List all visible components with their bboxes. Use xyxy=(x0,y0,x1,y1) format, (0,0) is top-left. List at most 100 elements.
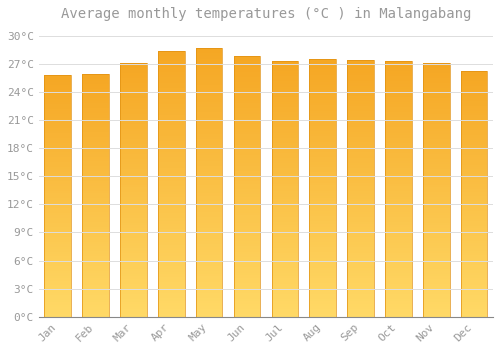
Bar xyxy=(158,205,184,208)
Bar xyxy=(196,77,222,80)
Bar xyxy=(385,158,411,161)
Bar xyxy=(461,162,487,164)
Bar xyxy=(272,104,298,107)
Bar xyxy=(82,98,109,101)
Bar xyxy=(461,229,487,231)
Bar xyxy=(82,130,109,132)
Bar xyxy=(461,179,487,182)
Bar xyxy=(196,126,222,128)
Bar xyxy=(120,154,146,157)
Bar xyxy=(461,256,487,258)
Bar xyxy=(461,145,487,147)
Bar xyxy=(158,56,184,59)
Bar xyxy=(348,104,374,106)
Bar xyxy=(44,179,71,181)
Bar xyxy=(82,174,109,176)
Bar xyxy=(348,288,374,291)
Bar xyxy=(348,178,374,181)
Bar xyxy=(310,294,336,296)
Bar xyxy=(423,220,450,223)
Bar xyxy=(348,245,374,247)
Bar xyxy=(272,312,298,314)
Bar xyxy=(234,174,260,176)
Bar xyxy=(82,256,109,259)
Bar xyxy=(234,239,260,241)
Bar xyxy=(272,171,298,174)
Bar xyxy=(44,234,71,237)
Bar xyxy=(234,189,260,192)
Bar xyxy=(120,147,146,149)
Bar xyxy=(385,219,411,222)
Bar xyxy=(348,124,374,127)
Bar xyxy=(272,86,298,89)
Bar xyxy=(158,229,184,232)
Bar xyxy=(196,182,222,185)
Bar xyxy=(158,72,184,75)
Bar xyxy=(120,182,146,185)
Bar xyxy=(158,314,184,317)
Bar xyxy=(272,240,298,243)
Bar xyxy=(158,295,184,298)
Bar xyxy=(234,171,260,174)
Bar xyxy=(196,177,222,180)
Bar xyxy=(196,180,222,182)
Bar xyxy=(44,232,71,234)
Bar xyxy=(82,96,109,98)
Bar xyxy=(158,176,184,178)
Bar xyxy=(196,290,222,293)
Bar xyxy=(310,242,336,245)
Bar xyxy=(272,219,298,222)
Bar xyxy=(272,133,298,135)
Bar xyxy=(272,289,298,291)
Bar xyxy=(44,172,71,174)
Bar xyxy=(423,182,450,185)
Bar xyxy=(196,209,222,212)
Bar xyxy=(158,282,184,285)
Bar xyxy=(120,93,146,96)
Bar xyxy=(44,92,71,94)
Bar xyxy=(196,93,222,96)
Bar xyxy=(461,157,487,160)
Bar xyxy=(120,253,146,256)
Bar xyxy=(158,293,184,295)
Bar xyxy=(385,156,411,158)
Bar xyxy=(196,258,222,260)
Bar xyxy=(196,239,222,241)
Bar xyxy=(44,85,71,87)
Bar xyxy=(461,71,487,74)
Bar xyxy=(82,298,109,300)
Bar xyxy=(196,153,222,155)
Bar xyxy=(310,173,336,175)
Bar xyxy=(461,270,487,273)
Bar xyxy=(44,152,71,155)
Bar xyxy=(310,160,336,162)
Bar xyxy=(272,215,298,217)
Bar xyxy=(158,165,184,168)
Bar xyxy=(158,53,184,56)
Bar xyxy=(461,309,487,312)
Bar xyxy=(272,204,298,207)
Bar xyxy=(272,158,298,161)
Bar xyxy=(385,189,411,191)
Bar xyxy=(82,244,109,246)
Bar xyxy=(423,129,450,131)
Bar xyxy=(310,234,336,237)
Bar xyxy=(461,106,487,108)
Bar xyxy=(120,96,146,98)
Bar xyxy=(385,238,411,240)
Bar xyxy=(44,252,71,254)
Bar xyxy=(348,301,374,304)
Bar xyxy=(461,177,487,179)
Bar xyxy=(44,215,71,218)
Bar xyxy=(461,111,487,113)
Bar xyxy=(196,225,222,228)
Bar xyxy=(310,214,336,216)
Bar xyxy=(461,142,487,145)
Bar xyxy=(234,187,260,189)
Bar xyxy=(310,124,336,126)
Bar xyxy=(272,69,298,71)
Bar xyxy=(423,281,450,284)
Bar xyxy=(120,274,146,276)
Bar xyxy=(272,63,298,66)
Bar xyxy=(385,174,411,176)
